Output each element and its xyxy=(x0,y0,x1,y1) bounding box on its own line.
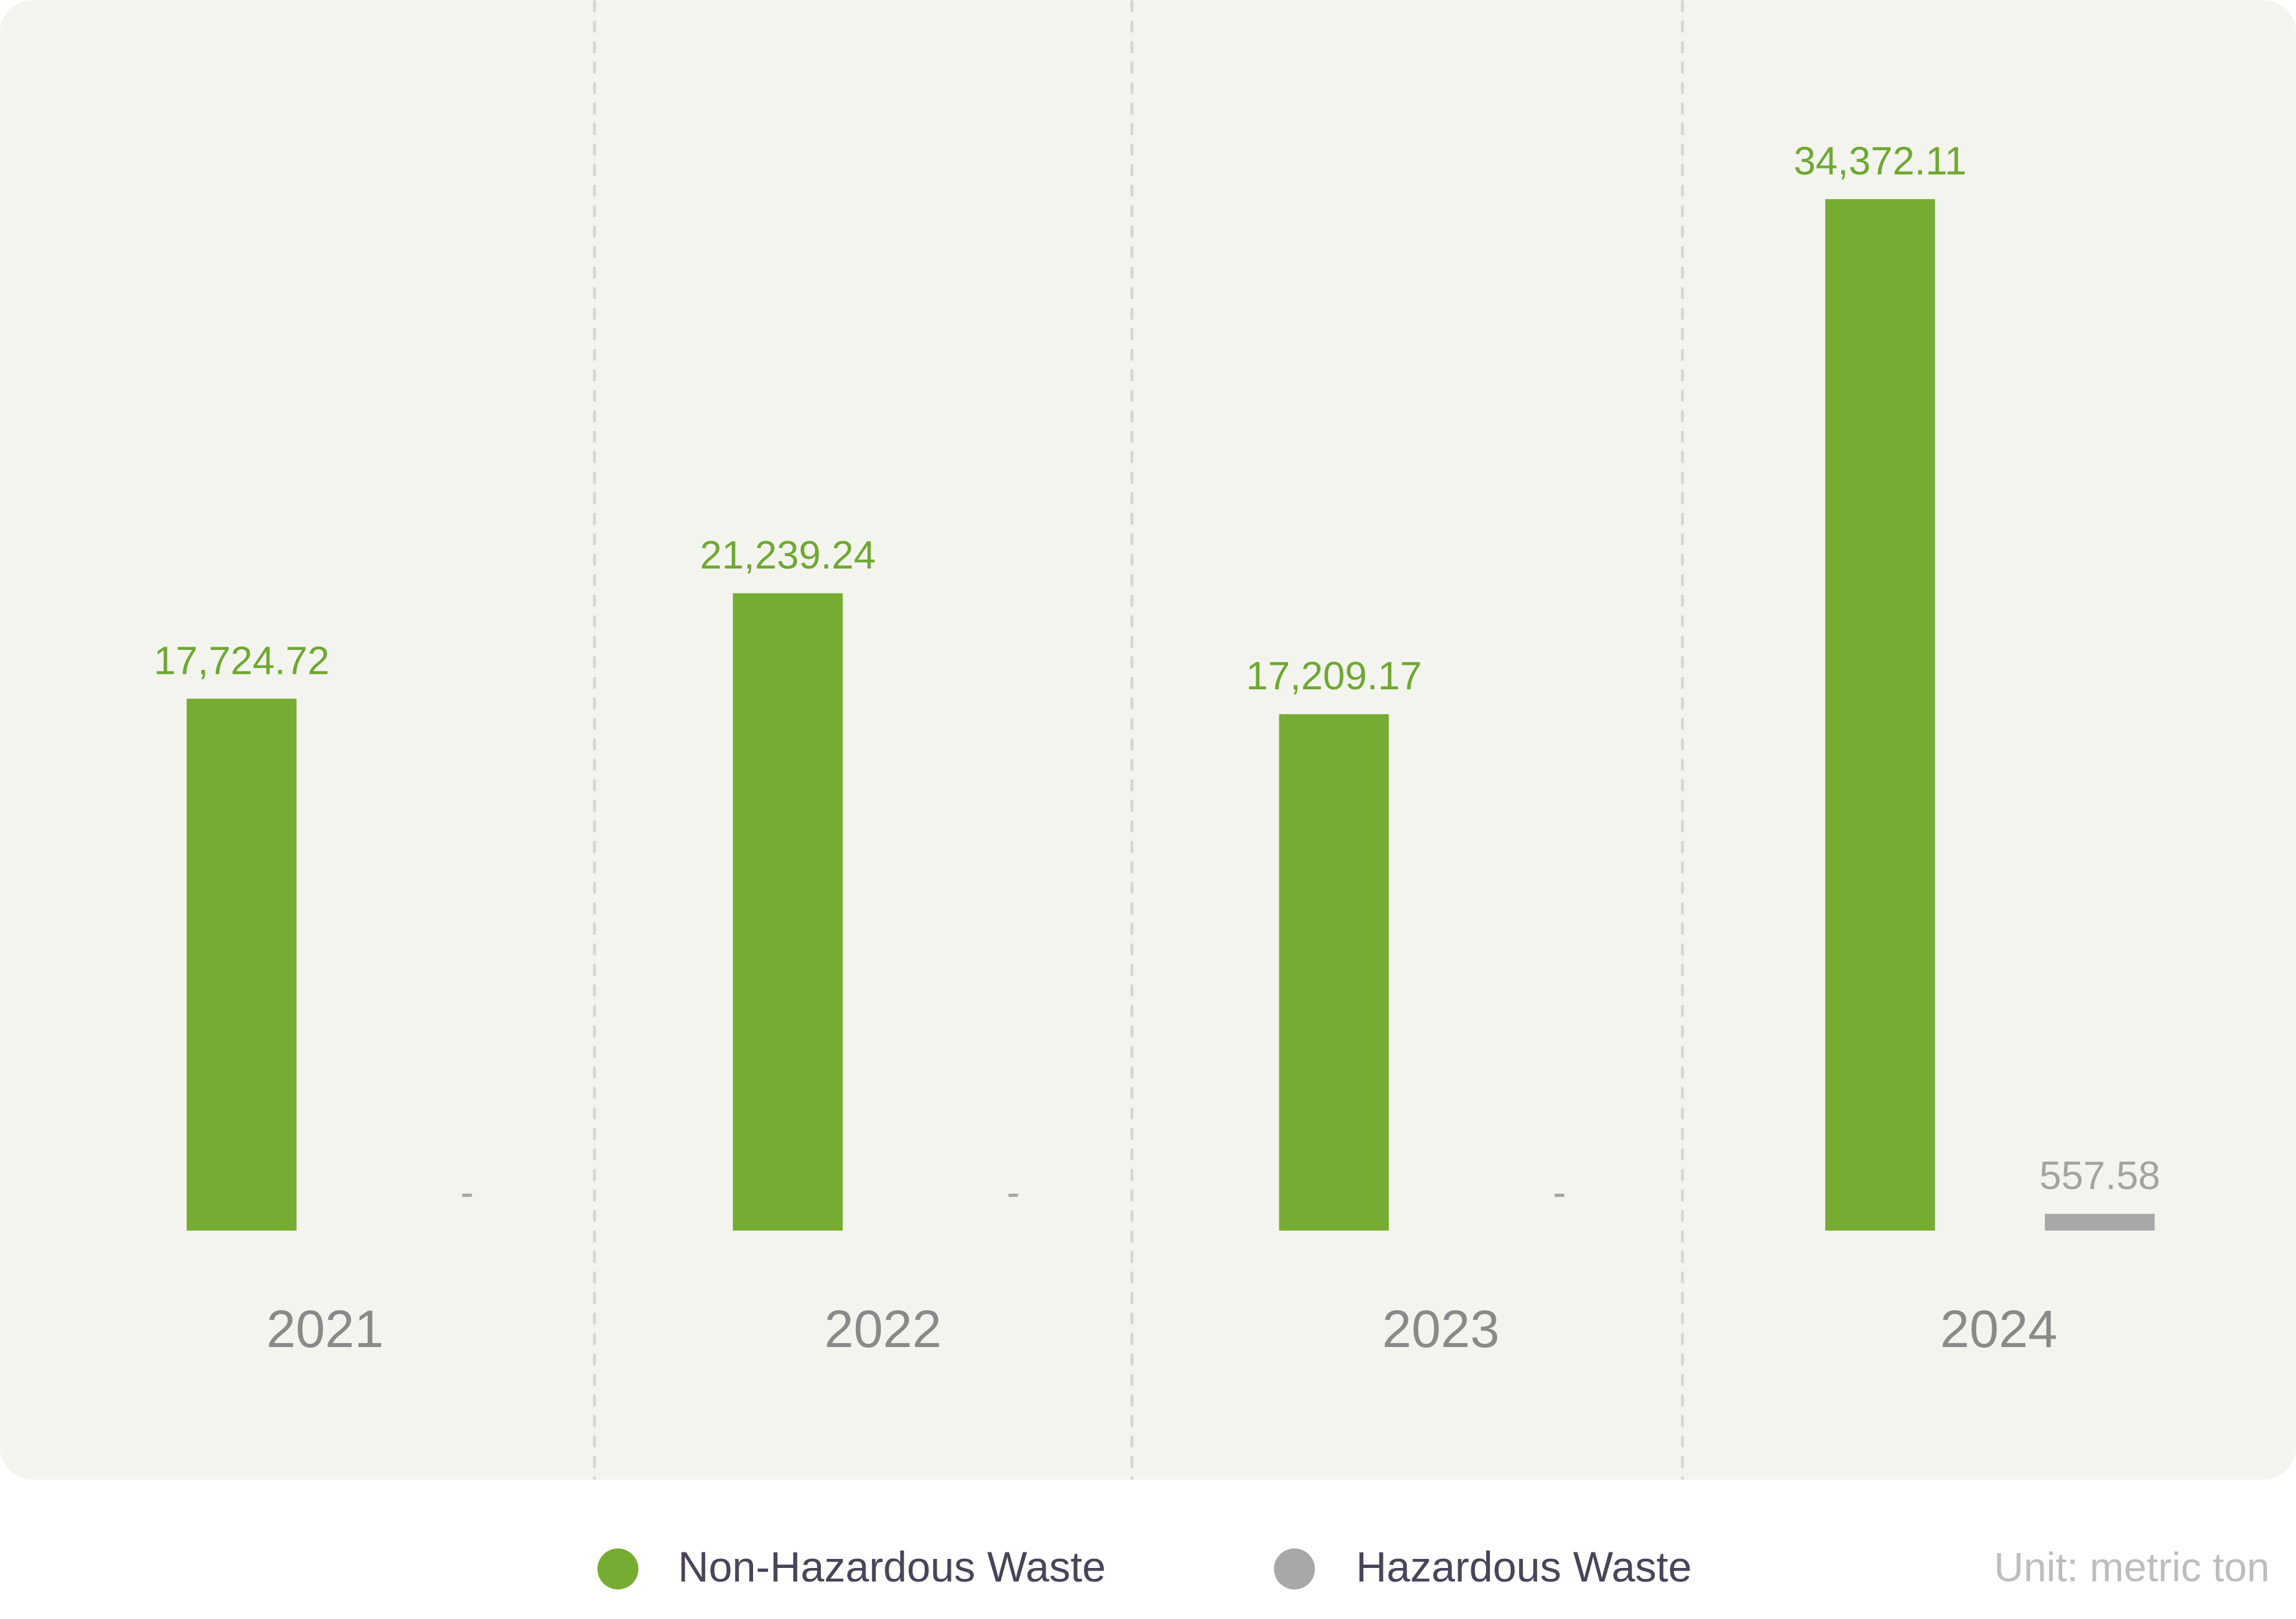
unit-note: Unit: metric ton xyxy=(1994,1545,2270,1591)
value-label: 34,372.11 xyxy=(1794,139,1967,183)
value-label: 557.58 xyxy=(2040,1154,2160,1198)
value-label: 21,239.24 xyxy=(700,533,876,577)
x-tick-label: 2022 xyxy=(824,1300,942,1359)
legend-swatch xyxy=(1274,1548,1315,1590)
bar xyxy=(1825,199,1936,1231)
x-tick-label: 2024 xyxy=(1940,1300,2058,1359)
bar xyxy=(1279,714,1389,1231)
value-label: - xyxy=(1007,1171,1020,1215)
legend-label: Non-Hazardous Waste xyxy=(678,1543,1106,1591)
value-label: 17,209.17 xyxy=(1246,654,1422,698)
dividers xyxy=(593,0,1684,1480)
bar xyxy=(2045,1213,2155,1231)
chart-panel xyxy=(0,0,2296,1480)
value-label: - xyxy=(1553,1171,1566,1215)
value-label: 17,724.72 xyxy=(154,638,329,682)
bar xyxy=(187,698,297,1231)
value-label: - xyxy=(460,1171,473,1215)
bar xyxy=(732,593,843,1231)
legend-label: Hazardous Waste xyxy=(1356,1543,1691,1591)
legend-swatch xyxy=(597,1548,639,1590)
x-tick-label: 2023 xyxy=(1382,1300,1500,1359)
x-tick-label: 2021 xyxy=(267,1300,384,1359)
